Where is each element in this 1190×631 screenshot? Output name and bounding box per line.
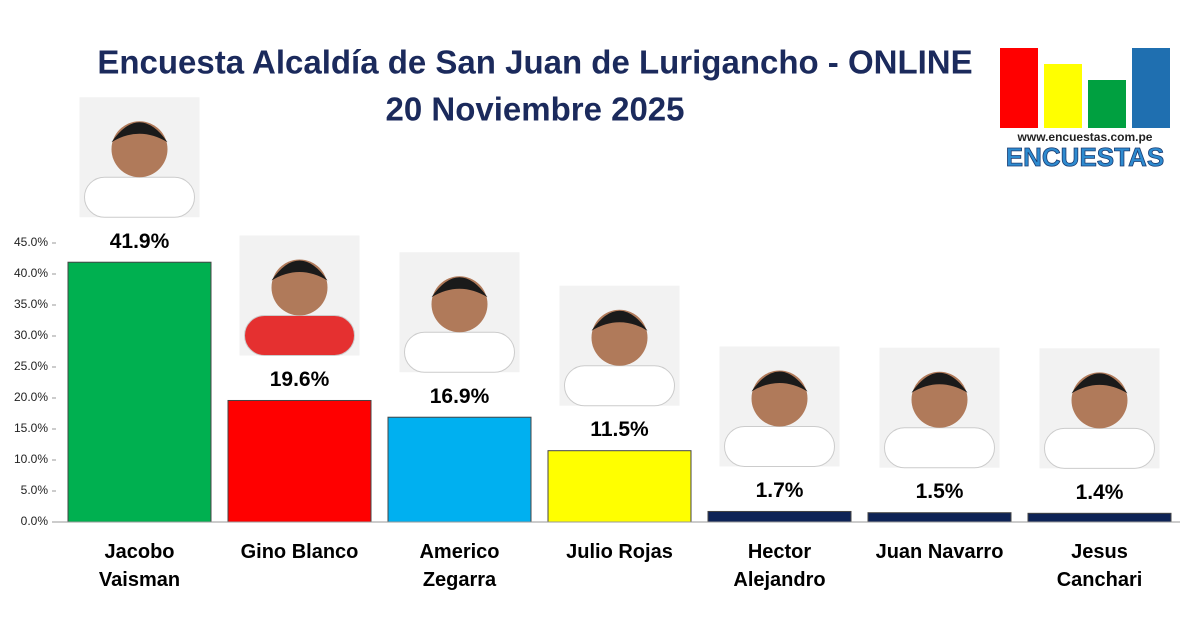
candidate-shirt (404, 331, 515, 373)
y-tick-label: 20.0% (14, 390, 48, 404)
candidate-shirt (724, 425, 835, 467)
bar (227, 399, 372, 523)
y-tick-label: 35.0% (14, 297, 48, 311)
x-tick-label: Jacobo Vaisman (98, 541, 181, 591)
candidate-hair (431, 277, 488, 298)
x-tick-label: Hector Alejandro (733, 541, 826, 591)
x-tick-label: Juan Navarro (875, 541, 1004, 563)
candidate-hair (591, 310, 648, 331)
x-tick-label: Jesus Canchari (1056, 541, 1143, 591)
chart-subtitle: 20 Noviembre 2025 (385, 91, 684, 128)
y-tick-label: 15.0% (14, 421, 48, 435)
y-tick-label: 0.0% (21, 514, 49, 528)
logo-bar (1088, 80, 1126, 128)
bar (707, 510, 852, 523)
bar (1027, 512, 1172, 523)
candidate-shirt (84, 176, 195, 218)
y-tick-label: 10.0% (14, 452, 48, 466)
x-tick-label: Julio Rojas (566, 541, 673, 563)
logo-name: ENCUESTAS (1006, 142, 1164, 172)
candidate-hair (1071, 373, 1128, 394)
logo-bar (1044, 64, 1082, 128)
bar (547, 450, 692, 523)
bar (867, 512, 1012, 523)
y-tick-label: 25.0% (14, 359, 48, 373)
bar (67, 261, 212, 523)
candidate-shirt (244, 314, 355, 356)
value-label: 1.4% (1076, 481, 1124, 504)
candidate-hair (911, 372, 968, 393)
value-label: 1.7% (756, 479, 804, 502)
logo-url: www.encuestas.com.pe (1017, 130, 1153, 144)
value-label: 41.9% (110, 230, 170, 253)
y-tick-label: 40.0% (14, 266, 48, 280)
chart-title: Encuesta Alcaldía de San Juan de Lurigan… (97, 44, 972, 81)
logo: www.encuestas.com.pe ENCUESTAS (1000, 48, 1170, 172)
y-tick-label: 45.0% (14, 235, 48, 249)
candidate-hair (751, 371, 808, 392)
logo-bar (1132, 48, 1170, 128)
x-tick-label: Gino Blanco (240, 541, 359, 563)
value-label: 1.5% (916, 480, 964, 503)
x-tick-label: Americo Zegarra (419, 541, 500, 591)
y-tick-label: 30.0% (14, 328, 48, 342)
candidate-hair (271, 260, 328, 281)
value-label: 11.5% (590, 418, 649, 441)
candidate-hair (111, 122, 168, 143)
candidate-shirt (564, 365, 675, 407)
value-label: 16.9% (430, 385, 490, 408)
y-tick-label: 5.0% (21, 483, 49, 497)
bar (387, 416, 532, 523)
candidate-shirt (1044, 427, 1155, 469)
logo-bar (1000, 48, 1038, 128)
candidate-shirt (884, 427, 995, 469)
value-label: 19.6% (270, 368, 330, 391)
